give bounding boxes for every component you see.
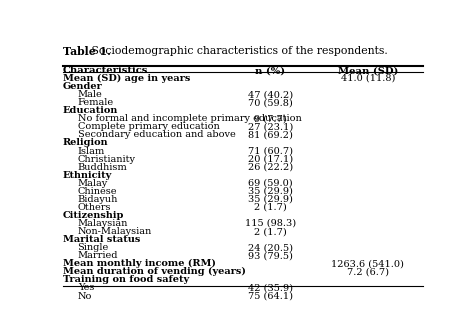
Text: Buddhism: Buddhism [78,163,128,172]
Text: Married: Married [78,251,118,260]
Text: Mean (SD): Mean (SD) [337,66,398,75]
Text: 24 (20.5): 24 (20.5) [248,243,293,252]
Text: 9 (7.7): 9 (7.7) [254,114,287,123]
Text: Table 1.: Table 1. [63,45,111,57]
Text: Others: Others [78,203,111,212]
Text: Malaysian: Malaysian [78,219,128,228]
Text: 20 (17.1): 20 (17.1) [248,155,293,164]
Text: Religion: Religion [63,138,109,147]
Text: Citizenship: Citizenship [63,211,124,220]
Text: Bidayuh: Bidayuh [78,195,118,204]
Text: Ethnicity: Ethnicity [63,171,112,180]
Text: Sociodemographic characteristics of the respondents.: Sociodemographic characteristics of the … [88,45,388,56]
Text: 27 (23.1): 27 (23.1) [248,122,293,131]
Text: Mean monthly income (RM): Mean monthly income (RM) [63,259,216,268]
Text: 42 (35.9): 42 (35.9) [248,284,293,292]
Text: Complete primary education: Complete primary education [78,122,219,131]
Text: 93 (79.5): 93 (79.5) [248,251,293,260]
Text: Christianity: Christianity [78,155,136,164]
Text: 41.0 (11.8): 41.0 (11.8) [341,74,395,83]
Text: Malay: Malay [78,179,108,188]
Text: Single: Single [78,243,109,252]
Text: 47 (40.2): 47 (40.2) [248,90,293,99]
Text: Education: Education [63,106,118,115]
Text: 70 (59.8): 70 (59.8) [248,98,293,107]
Text: Secondary education and above: Secondary education and above [78,130,236,139]
Text: Marital status: Marital status [63,235,140,244]
Text: 35 (29.9): 35 (29.9) [248,195,293,204]
Text: 7.2 (6.7): 7.2 (6.7) [347,267,389,276]
Text: Mean duration of vending (years): Mean duration of vending (years) [63,267,246,277]
Text: Chinese: Chinese [78,187,117,196]
Text: 81 (69.2): 81 (69.2) [248,130,293,139]
Text: Male: Male [78,90,102,99]
Text: 115 (98.3): 115 (98.3) [245,219,296,228]
Text: No formal and incomplete primary education: No formal and incomplete primary educati… [78,114,301,123]
Text: 71 (60.7): 71 (60.7) [248,146,293,156]
Text: Training on food safety: Training on food safety [63,275,189,284]
Text: Non-Malaysian: Non-Malaysian [78,227,152,236]
Text: 75 (64.1): 75 (64.1) [248,292,293,301]
Text: 2 (1.7): 2 (1.7) [254,203,287,212]
Text: 2 (1.7): 2 (1.7) [254,227,287,236]
Text: 35 (29.9): 35 (29.9) [248,187,293,196]
Text: Female: Female [78,98,114,107]
Text: Mean (SD) age in years: Mean (SD) age in years [63,74,190,83]
Text: Yes: Yes [78,284,94,292]
Text: Islam: Islam [78,146,105,156]
Text: 26 (22.2): 26 (22.2) [248,163,293,172]
Text: 69 (59.0): 69 (59.0) [248,179,293,188]
Text: n (%): n (%) [255,66,285,75]
Text: Characteristics: Characteristics [63,66,148,75]
Text: Gender: Gender [63,82,103,91]
Text: 1263.6 (541.0): 1263.6 (541.0) [331,259,404,268]
Text: No: No [78,292,92,301]
